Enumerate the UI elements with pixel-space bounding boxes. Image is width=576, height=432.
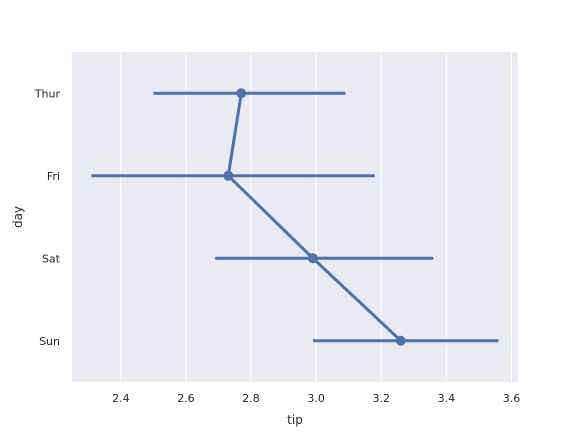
y-tick-label-sat: Sat (42, 252, 61, 265)
x-gridlines (120, 52, 512, 382)
x-tick-label: 3.4 (438, 392, 456, 405)
y-axis-label: day (11, 206, 25, 228)
mean-point-thur (236, 88, 247, 99)
plot-area (72, 52, 518, 382)
mean-point-sat (307, 253, 318, 264)
y-tick-label-sun: Sun (39, 335, 60, 348)
y-tick-label-fri: Fri (47, 170, 60, 183)
x-axis-label: tip (287, 413, 303, 427)
x-tick-label: 3.0 (307, 392, 325, 405)
mean-point-sun (395, 335, 406, 346)
x-tick-label: 2.6 (177, 392, 195, 405)
x-tick-label: 3.6 (503, 392, 521, 405)
mean-connector-line (226, 93, 402, 342)
y-tick-label-thur: Thur (34, 87, 61, 100)
x-tick-label: 2.4 (112, 392, 130, 405)
x-tick-label: 3.2 (373, 392, 391, 405)
x-tick-labels: 2.4 2.6 2.8 3.0 3.2 3.4 3.6 (112, 392, 520, 405)
mean-points (223, 88, 406, 346)
x-tick-label: 2.8 (242, 392, 260, 405)
mean-point-fri (223, 170, 234, 181)
y-tick-labels: Thur Fri Sat Sun (34, 87, 61, 348)
